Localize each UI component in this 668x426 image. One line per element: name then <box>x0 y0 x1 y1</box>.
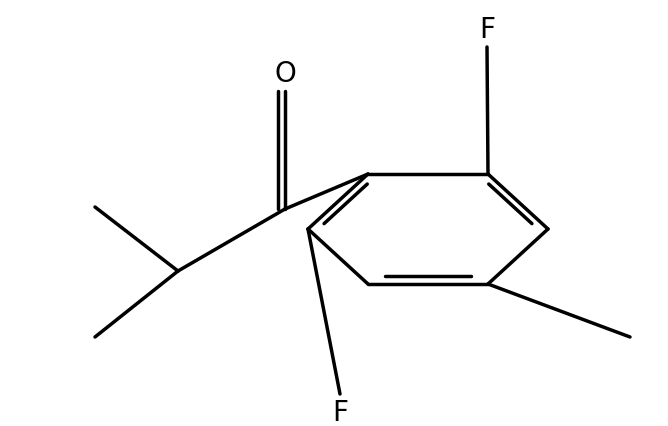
Text: F: F <box>332 398 348 426</box>
Text: O: O <box>274 60 296 88</box>
Text: F: F <box>479 16 495 44</box>
